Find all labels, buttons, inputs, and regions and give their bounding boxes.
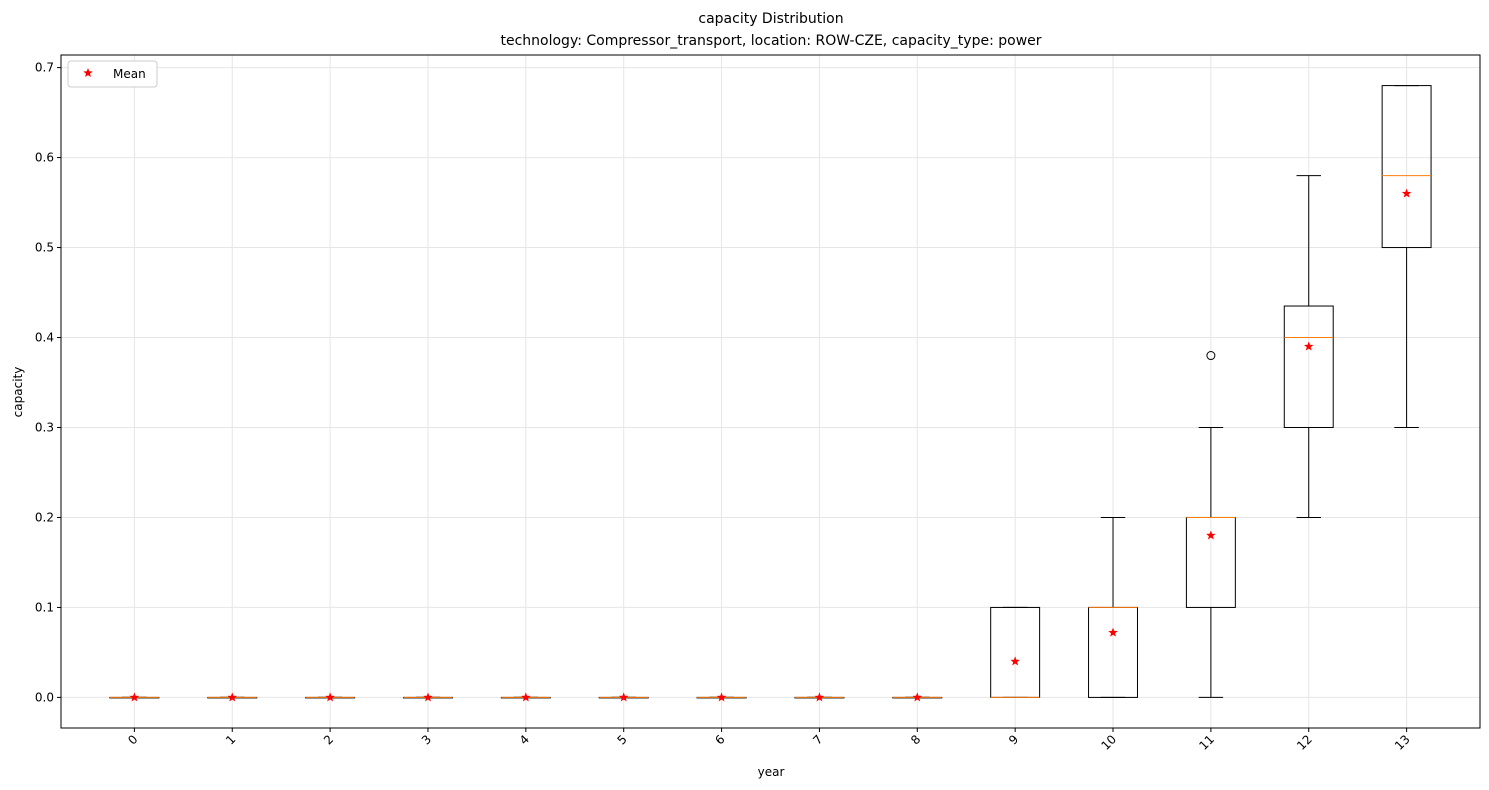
y-tick-label: 0.5 [35, 241, 54, 255]
x-axis-label: year [758, 765, 785, 779]
mean-marker [521, 692, 531, 702]
iqr-box [1381, 85, 1432, 249]
mean-marker [1206, 530, 1216, 540]
x-tick-label: 2 [321, 732, 336, 747]
legend-mean-label: Mean [113, 67, 146, 81]
mean-marker [129, 692, 140, 702]
box-group-6 [696, 692, 747, 702]
box-group-11 [1185, 351, 1236, 698]
mean-marker [814, 692, 825, 702]
axis-ticks: 0.00.10.20.30.40.50.60.70 1 2 3 4 5 6 7 8 9 10 11 12… [35, 61, 1413, 753]
y-tick-label: 0.1 [35, 600, 54, 614]
box-group-8 [892, 692, 943, 702]
x-tick-label: 12 [1294, 732, 1315, 753]
box-group-7 [794, 692, 845, 702]
iqr-box [1283, 305, 1334, 428]
y-tick-label: 0.4 [35, 331, 54, 345]
y-tick-label: 0.2 [35, 510, 54, 524]
box-group-4 [500, 692, 551, 702]
box-plots [109, 85, 1432, 702]
y-tick-label: 0.7 [35, 61, 54, 75]
y-tick-label: 0.6 [35, 151, 54, 165]
x-tick-label: 7 [810, 732, 825, 747]
y-tick-label: 0.3 [35, 420, 54, 434]
x-tick-label: 10 [1098, 732, 1119, 753]
box-group-9 [990, 606, 1041, 698]
mean-marker [1303, 341, 1314, 351]
mean-marker [423, 692, 433, 702]
box-group-5 [598, 692, 649, 702]
mean-marker [227, 692, 238, 702]
x-tick-label: 5 [615, 732, 630, 747]
legend-frame [67, 60, 158, 88]
box-group-3 [403, 692, 453, 702]
outlier-point [1206, 351, 1216, 361]
box-group-10 [1088, 516, 1138, 698]
x-tick-label: 3 [419, 732, 434, 747]
mean-marker [325, 692, 335, 702]
mean-marker [912, 692, 923, 702]
mean-marker [716, 692, 727, 702]
box-group-1 [207, 692, 258, 702]
y-tick-label: 0.0 [35, 690, 54, 704]
y-axis-label: capacity [11, 367, 25, 418]
x-tick-label: 4 [517, 732, 532, 747]
x-tick-label: 8 [908, 732, 923, 747]
legend-mean-marker [83, 68, 93, 78]
legend: Mean [67, 60, 158, 88]
box-group-13 [1381, 85, 1432, 428]
box-group-0 [109, 692, 160, 702]
x-tick-label: 13 [1392, 732, 1413, 753]
x-tick-label: 11 [1196, 732, 1217, 753]
x-tick-label: 9 [1006, 732, 1021, 747]
box-group-2 [305, 692, 356, 702]
x-tick-label: 1 [223, 732, 238, 747]
mean-marker [1108, 627, 1118, 637]
mean-marker [618, 692, 629, 702]
plot-frame [60, 54, 1481, 729]
chart-subtitle: technology: Compressor_transport, locati… [500, 33, 1041, 49]
grid [61, 55, 1480, 728]
chart-title: capacity Distribution [698, 11, 843, 27]
mean-marker [1401, 188, 1412, 198]
x-tick-label: 0 [125, 732, 140, 747]
x-tick-label: 6 [712, 732, 727, 747]
mean-marker [1010, 656, 1020, 666]
box-group-12 [1283, 175, 1334, 518]
